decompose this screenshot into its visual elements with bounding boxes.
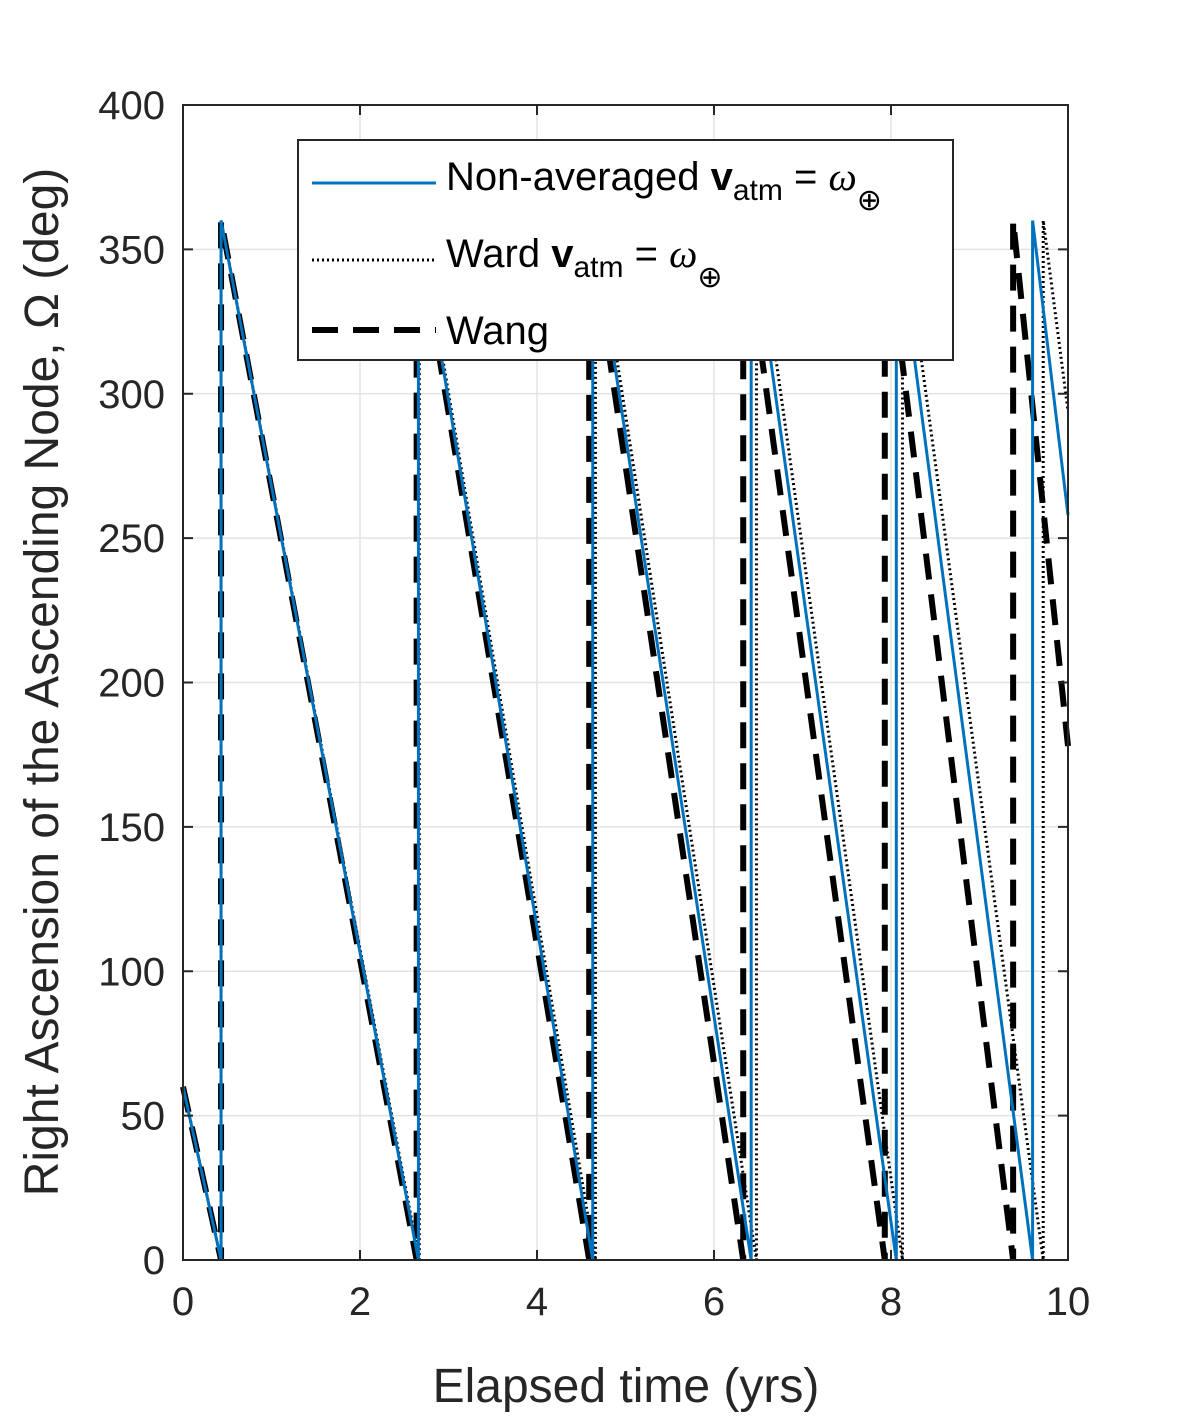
- y-tick-label: 250: [98, 517, 165, 561]
- y-tick-label: 150: [98, 806, 165, 850]
- series-layer: [180, 219, 1071, 1261]
- y-tick-label: 350: [98, 228, 165, 272]
- x-tick-label: 10: [1046, 1280, 1091, 1324]
- series-dashed-line: [180, 219, 1071, 1261]
- x-tick-label: 6: [703, 1280, 725, 1324]
- y-axis-label: Right Ascension of the Ascending Node, Ω…: [16, 168, 69, 1197]
- series-solid-line: [181, 220, 1070, 1261]
- x-tick-label: 2: [349, 1280, 371, 1324]
- x-tick-label: 0: [172, 1280, 194, 1324]
- x-tick-label: 8: [880, 1280, 902, 1324]
- y-tick-label: 200: [98, 662, 165, 706]
- y-tick-label: 0: [143, 1239, 165, 1283]
- legend-label-non-averaged: Non-averaged vatm = ω⊕: [446, 154, 882, 217]
- y-tick-label: 400: [98, 84, 165, 128]
- y-tick-label: 100: [98, 950, 165, 994]
- legend-label-wang: Wang: [446, 309, 549, 353]
- x-tick-label: 4: [526, 1280, 548, 1324]
- x-axis-label: Elapsed time (yrs): [433, 1360, 820, 1413]
- legend-label-ward: Ward vatm = ω⊕: [446, 231, 722, 294]
- ticks: [182, 104, 1069, 1261]
- legend-box: [297, 139, 954, 361]
- legend: Non-averaged vatm = ω⊕ Ward vatm = ω⊕ Wa…: [297, 139, 954, 361]
- y-tick-label: 50: [121, 1095, 166, 1139]
- y-tick-label: 300: [98, 373, 165, 417]
